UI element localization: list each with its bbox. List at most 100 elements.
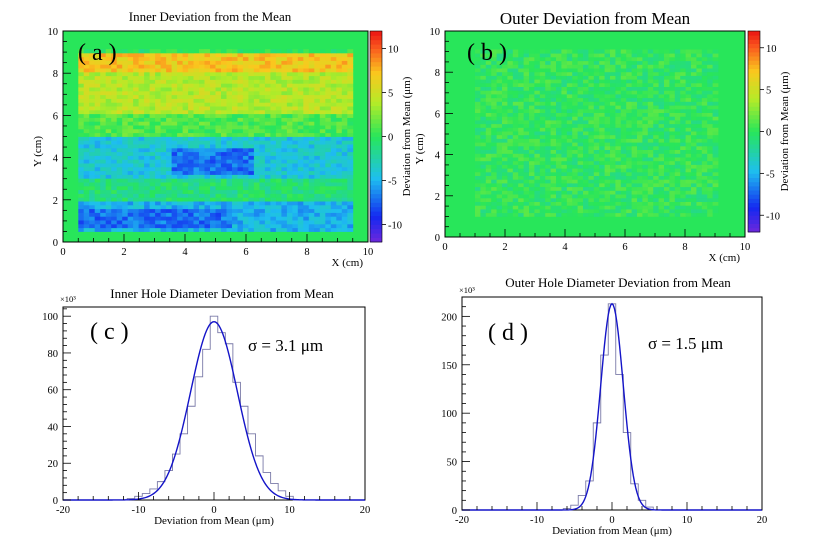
heatmap-cell xyxy=(631,190,638,195)
heatmap-cell xyxy=(232,140,238,145)
heatmap-cell xyxy=(588,149,595,154)
heatmap-cell xyxy=(259,201,266,206)
heatmap-cell xyxy=(204,204,211,210)
heatmap-cell xyxy=(523,53,530,58)
heatmap-cell xyxy=(496,97,503,102)
heatmap-cell xyxy=(270,109,277,115)
heatmap-cell xyxy=(275,140,282,145)
heatmap-cell xyxy=(480,86,487,91)
heatmap-cell xyxy=(264,182,271,187)
heatmap-cell xyxy=(314,163,321,168)
heatmap-cell xyxy=(475,138,481,143)
heatmap-cell xyxy=(286,98,293,103)
heatmap-cell xyxy=(485,127,492,132)
heatmap-cell xyxy=(78,68,85,73)
heatmap-cell xyxy=(275,52,282,58)
heatmap-cell xyxy=(620,209,627,214)
heatmap-cell xyxy=(166,163,172,168)
heatmap-cell xyxy=(155,204,161,210)
colorbar-segment xyxy=(748,156,760,162)
heatmap-cell xyxy=(518,164,524,169)
heatmap-cell xyxy=(685,142,692,147)
heatmap-cell xyxy=(615,164,622,169)
heatmap-cell xyxy=(270,166,277,172)
heatmap-cell xyxy=(226,94,233,99)
heatmap-cell xyxy=(111,102,118,107)
heatmap-cell xyxy=(264,178,271,183)
heatmap-cell xyxy=(341,117,348,122)
heatmap-cell xyxy=(336,109,343,115)
heatmap-cell xyxy=(259,208,266,213)
heatmap-cell xyxy=(319,113,326,118)
heatmap-cell xyxy=(122,193,129,198)
heatmap-cell xyxy=(691,201,697,206)
heatmap-cell xyxy=(78,212,85,217)
heatmap-cell xyxy=(242,189,249,194)
heatmap-cell xyxy=(572,212,578,217)
heatmap-cell xyxy=(330,178,337,183)
heatmap-cell xyxy=(610,101,616,106)
heatmap-cell xyxy=(593,105,600,110)
heatmap-cell xyxy=(507,186,514,191)
heatmap-cell xyxy=(204,136,211,141)
heatmap-cell xyxy=(204,64,211,69)
heatmap-cell xyxy=(707,212,713,217)
heatmap-cell xyxy=(620,120,627,125)
heatmap-cell xyxy=(210,87,216,92)
heatmap-cell xyxy=(270,64,277,69)
heatmap-cell xyxy=(336,208,343,213)
heatmap-cell xyxy=(341,109,348,115)
heatmap-cell xyxy=(347,201,354,206)
heatmap-cell xyxy=(237,106,244,111)
heatmap-cell xyxy=(341,197,348,202)
heatmap-cell xyxy=(144,98,150,103)
heatmap-cell xyxy=(111,197,118,202)
heatmap-cell xyxy=(242,144,249,149)
heatmap-cell xyxy=(149,159,156,164)
heatmap-cell xyxy=(303,71,310,77)
heatmap-cell xyxy=(545,49,551,54)
heatmap-cell xyxy=(270,163,277,168)
heatmap-cell xyxy=(620,94,627,99)
heatmap-cell xyxy=(712,131,719,136)
heatmap-cell xyxy=(485,194,492,199)
heatmap-cell xyxy=(116,56,123,61)
heatmap-cell xyxy=(122,132,129,137)
heatmap-cell xyxy=(270,155,277,160)
heatmap-cell xyxy=(642,212,649,217)
heatmap-cell xyxy=(550,94,557,99)
heatmap-cell xyxy=(664,94,670,99)
heatmap-cell xyxy=(308,117,315,122)
heatmap-cell xyxy=(199,155,205,160)
heatmap-cell xyxy=(647,194,654,199)
x-tick-label: -10 xyxy=(132,505,146,516)
heatmap-cell xyxy=(188,163,194,168)
heatmap-cell xyxy=(523,71,530,76)
heatmap-cell xyxy=(626,101,632,106)
heatmap-cell xyxy=(566,86,573,91)
heatmap-cell xyxy=(237,64,244,69)
heatmap-cell xyxy=(583,57,589,62)
heatmap-cell xyxy=(133,201,139,206)
heatmap-cell xyxy=(319,189,326,194)
heatmap-cell xyxy=(523,201,530,206)
heatmap-cell xyxy=(577,209,584,214)
heatmap-cell xyxy=(539,168,546,173)
heatmap-cell xyxy=(155,87,161,92)
heatmap-cell xyxy=(325,193,332,198)
heatmap-cell xyxy=(325,87,332,92)
heatmap-cell xyxy=(138,189,145,194)
heatmap-cell xyxy=(615,79,622,84)
heatmap-cell xyxy=(83,117,90,122)
heatmap-cell xyxy=(518,205,524,210)
heatmap-cell xyxy=(210,227,216,232)
heatmap-cell xyxy=(78,223,85,229)
heatmap-cell xyxy=(502,197,508,202)
heatmap-cell xyxy=(83,60,90,65)
heatmap-cell xyxy=(144,144,150,149)
heatmap-cell xyxy=(303,223,310,229)
heatmap-cell xyxy=(116,189,123,194)
heatmap-cell xyxy=(248,216,255,221)
heatmap-cell xyxy=(221,102,227,107)
heatmap-cell xyxy=(518,94,524,99)
